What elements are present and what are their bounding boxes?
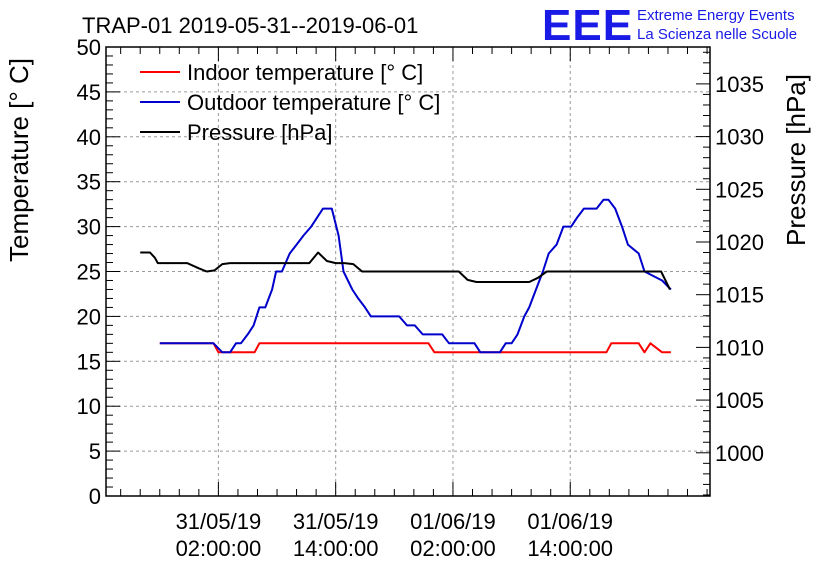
x-tick-label-date: 01/06/19: [410, 509, 496, 534]
pressure-line: [140, 251, 671, 290]
y2-tick-label: 1020: [715, 230, 764, 255]
y2-axis-title: Pressure [hPa]: [781, 74, 811, 246]
y2-tick-label: 1000: [715, 441, 764, 466]
y-tick-label: 20: [77, 304, 101, 329]
x-tick-label-date: 31/05/19: [293, 509, 379, 534]
y-tick-label: 45: [77, 80, 101, 105]
x-tick-label-time: 14:00:00: [293, 536, 379, 561]
y2-tick-label: 1035: [715, 72, 764, 97]
y2-tick-label: 1015: [715, 283, 764, 308]
axes-layer: 0510152025303540455010001005101010151020…: [77, 35, 764, 561]
y-tick-label: 35: [77, 170, 101, 195]
legend-indoor-label: Indoor temperature [° C]: [187, 60, 423, 85]
legend-outdoor-label: Outdoor temperature [° C]: [187, 90, 440, 115]
y2-tick-label: 1030: [715, 125, 764, 150]
logo-mark: EEE: [542, 1, 633, 50]
y2-tick-label: 1005: [715, 388, 764, 413]
y-tick-label: 0: [89, 484, 101, 509]
y-tick-label: 25: [77, 260, 101, 285]
x-tick-label-date: 01/06/19: [527, 509, 613, 534]
x-tick-label-time: 02:00:00: [176, 536, 262, 561]
y-tick-label: 15: [77, 349, 101, 374]
legend: Indoor temperature [° C] Outdoor temperat…: [140, 60, 440, 145]
y-tick-label: 10: [77, 394, 101, 419]
outdoor-temperature-line: [159, 198, 672, 354]
eee-logo: EEE Extreme Energy Events La Scienza nel…: [542, 1, 797, 50]
x-tick-label-date: 31/05/19: [176, 509, 262, 534]
y2-tick-label: 1025: [715, 177, 764, 202]
y2-tick-label: 1010: [715, 335, 764, 360]
x-tick-label-time: 02:00:00: [410, 536, 496, 561]
x-tick-label-time: 14:00:00: [527, 536, 613, 561]
indoor-temperature-line: [159, 342, 671, 354]
series-layer: [140, 198, 672, 354]
y-tick-label: 5: [89, 439, 101, 464]
y-tick-label: 40: [77, 125, 101, 150]
y-tick-label: 50: [77, 35, 101, 60]
chart-title: TRAP-01 2019-05-31--2019-06-01: [82, 13, 418, 38]
legend-pressure-label: Pressure [hPa]: [187, 120, 333, 145]
logo-line-2: La Scienza nelle Scuole: [637, 26, 797, 43]
y-tick-label: 30: [77, 215, 101, 240]
logo-line-1: Extreme Energy Events: [637, 7, 795, 24]
y-axis-title: Temperature [° C]: [4, 58, 34, 262]
